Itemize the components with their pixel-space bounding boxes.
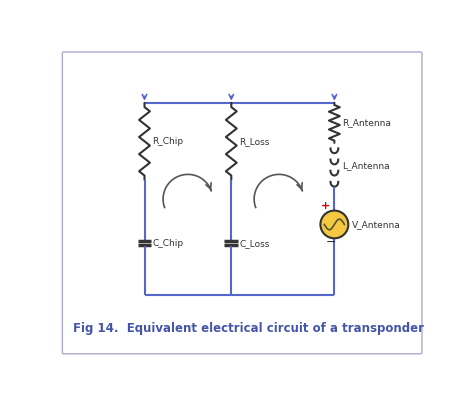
Text: C_Loss: C_Loss [239,239,269,248]
Text: L_Antenna: L_Antenna [342,161,390,170]
Text: +: + [320,201,330,211]
Text: V_Antenna: V_Antenna [351,220,400,229]
Text: C_Chip: C_Chip [152,239,183,248]
FancyBboxPatch shape [63,52,422,354]
Text: R_Chip: R_Chip [152,137,183,146]
Text: Fig 14.  Equivalent electrical circuit of a transponder: Fig 14. Equivalent electrical circuit of… [73,322,424,335]
Text: R_Antenna: R_Antenna [342,118,391,127]
Text: R_Loss: R_Loss [239,137,269,146]
Circle shape [320,211,348,238]
Text: −: − [326,236,337,249]
